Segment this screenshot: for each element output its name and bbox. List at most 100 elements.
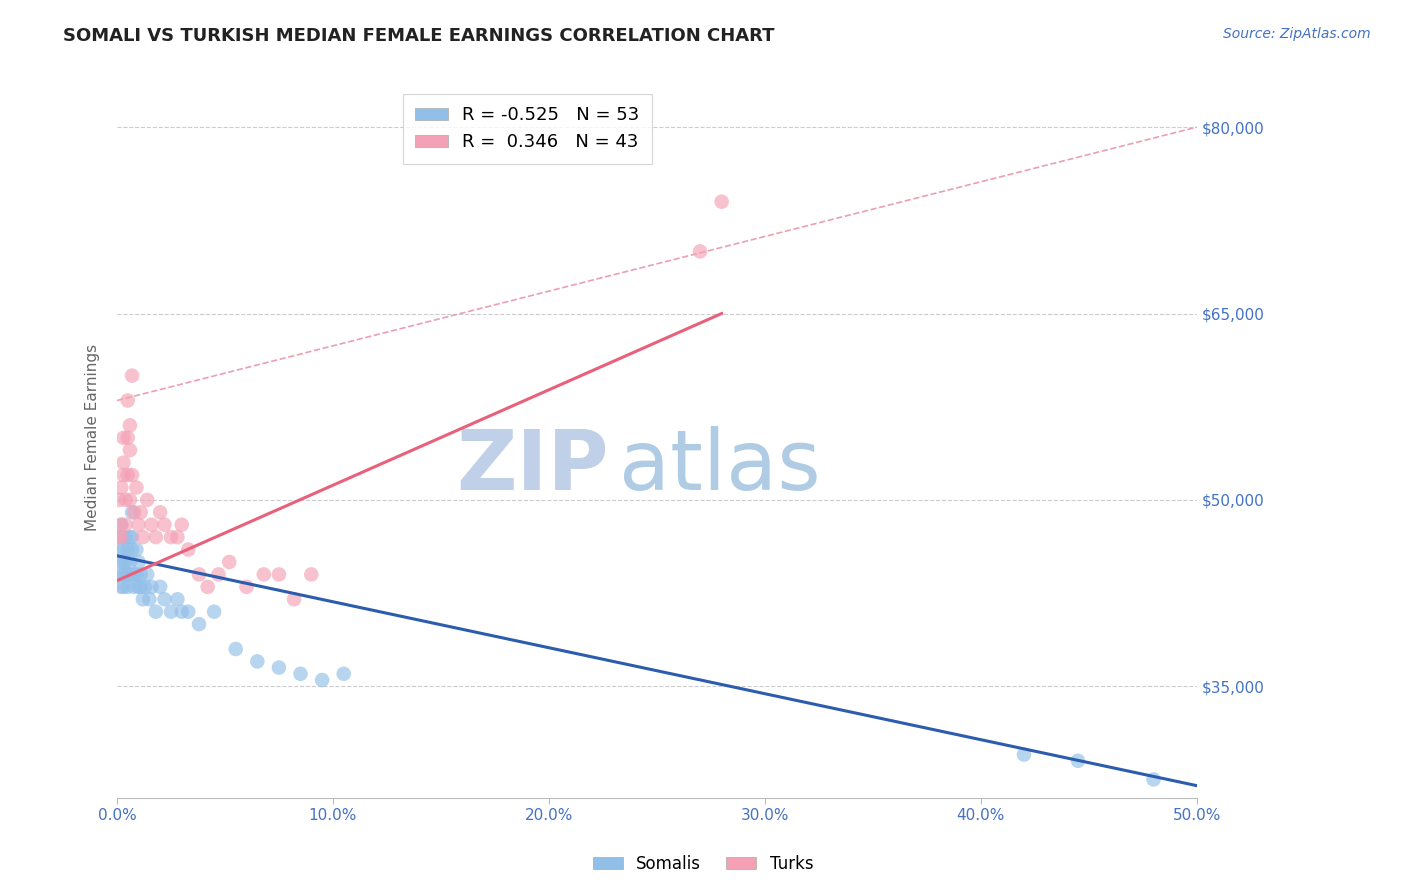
Y-axis label: Median Female Earnings: Median Female Earnings (86, 344, 100, 532)
Point (129, 567, 152, 582)
Point (121, 530, 143, 544)
Point (177, 542, 200, 557)
Point (128, 555, 150, 569)
Point (267, 567, 290, 582)
Point (177, 605, 200, 619)
Point (129, 505, 152, 519)
Point (134, 580, 156, 594)
Point (108, 492, 131, 507)
Point (114, 555, 136, 569)
Point (141, 517, 163, 532)
Point (110, 517, 132, 532)
Point (136, 492, 159, 507)
Point (128, 580, 150, 594)
Point (145, 530, 167, 544)
Point (117, 580, 139, 594)
Point (128, 517, 150, 532)
Point (118, 567, 141, 582)
Point (112, 567, 135, 582)
Point (132, 592, 155, 607)
Point (117, 542, 139, 557)
Point (114, 530, 136, 544)
Point (118, 492, 141, 507)
Point (689, 244, 711, 259)
Point (710, 194, 733, 209)
Legend: Somalis, Turks: Somalis, Turks (586, 848, 820, 880)
Point (121, 368, 143, 383)
Point (118, 418, 141, 433)
Point (122, 580, 145, 594)
Point (110, 480, 132, 494)
Point (114, 517, 136, 532)
Point (207, 567, 229, 582)
Point (118, 530, 141, 544)
Point (311, 673, 333, 687)
Point (122, 505, 145, 519)
Point (153, 592, 176, 607)
Point (160, 605, 183, 619)
Point (112, 580, 135, 594)
Point (1012, 747, 1035, 762)
Point (114, 567, 136, 582)
Point (125, 480, 148, 494)
Point (108, 542, 131, 557)
Point (197, 580, 219, 594)
Point (153, 517, 176, 532)
Point (332, 666, 354, 681)
Point (110, 555, 132, 569)
Point (138, 592, 160, 607)
Point (149, 505, 172, 519)
Point (225, 642, 247, 657)
Point (108, 567, 131, 582)
Point (114, 492, 136, 507)
Point (202, 605, 225, 619)
Point (121, 505, 143, 519)
Point (112, 542, 135, 557)
Point (132, 530, 155, 544)
Point (117, 468, 139, 483)
Point (136, 567, 159, 582)
Point (112, 555, 135, 569)
Point (141, 580, 163, 594)
Point (283, 592, 305, 607)
Point (253, 567, 276, 582)
Point (110, 517, 132, 532)
Point (170, 517, 193, 532)
Point (110, 580, 132, 594)
Point (149, 580, 172, 594)
Point (118, 443, 141, 458)
Point (129, 580, 152, 594)
Legend: R = -0.525   N = 53, R =  0.346   N = 43: R = -0.525 N = 53, R = 0.346 N = 43 (402, 94, 652, 164)
Point (1067, 754, 1090, 768)
Point (110, 530, 132, 544)
Point (110, 530, 132, 544)
Point (188, 567, 211, 582)
Point (112, 468, 135, 483)
Point (166, 530, 188, 544)
Point (1142, 772, 1164, 787)
Text: SOMALI VS TURKISH MEDIAN FEMALE EARNINGS CORRELATION CHART: SOMALI VS TURKISH MEDIAN FEMALE EARNINGS… (63, 27, 775, 45)
Point (121, 542, 143, 557)
Text: ZIP: ZIP (456, 426, 609, 507)
Point (112, 456, 135, 470)
Point (145, 605, 167, 619)
Point (118, 555, 141, 569)
Point (121, 468, 143, 483)
Point (160, 530, 183, 544)
Point (290, 666, 312, 681)
Point (125, 567, 148, 582)
Point (170, 605, 193, 619)
Text: atlas: atlas (619, 426, 821, 507)
Point (125, 542, 148, 557)
Text: Source: ZipAtlas.com: Source: ZipAtlas.com (1223, 27, 1371, 41)
Point (108, 530, 131, 544)
Point (188, 617, 211, 632)
Point (122, 567, 145, 582)
Point (246, 654, 269, 668)
Point (299, 567, 322, 582)
Point (166, 592, 188, 607)
Point (117, 431, 139, 445)
Point (218, 555, 240, 569)
Point (235, 580, 257, 594)
Point (117, 567, 139, 582)
